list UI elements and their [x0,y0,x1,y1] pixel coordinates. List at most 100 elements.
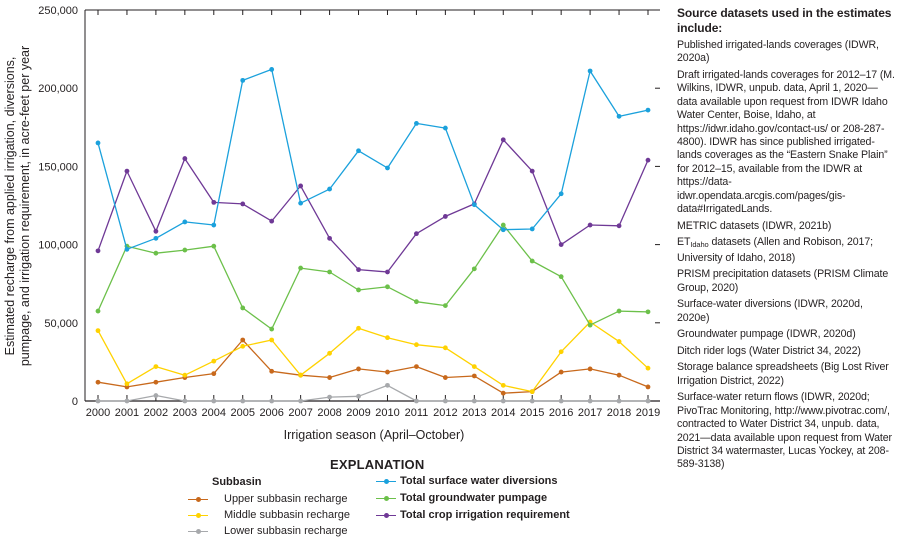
data-point [529,389,535,395]
data-point [385,369,390,375]
y-tick-label: 100,000 [38,240,78,252]
data-point [385,165,390,171]
y-tick-label: 200,000 [38,83,78,95]
legend-swatch [376,476,396,486]
legend-subheading: Subbasin [212,476,262,488]
legend-label: Total crop irrigation requirement [400,509,570,521]
data-point [124,398,130,404]
legend-item-middle-subbasin: Middle subbasin recharge [188,509,350,521]
legend-item-groundwater-pumpage: Total groundwater pumpage [376,492,547,504]
source-item: Groundwater pumpage (IDWR, 2020d) [677,328,856,341]
data-point [356,287,361,293]
data-point [414,342,419,348]
x-tick-label: 2005 [230,407,254,419]
series-line [98,384,648,402]
data-point [645,398,651,404]
data-point [500,390,506,396]
data-point [558,369,564,375]
data-point [385,335,390,341]
data-point [529,226,535,232]
data-point [500,222,506,228]
data-point [414,231,419,237]
data-point [356,267,361,273]
data-point [414,364,419,369]
source-item: Storage balance spreadsheets (Big Lost R… [677,361,889,387]
x-tick-label: 2007 [288,407,312,419]
source-item: Ditch rider logs (Water District 34, 202… [677,344,861,357]
source-item: ETIdaho datasets (Allen and Robison, 201… [677,236,897,265]
series-line [97,339,649,394]
data-point [211,398,217,404]
series-total-surface-water-diversions [95,67,651,252]
legend-item-lower-subbasin: Lower subbasin recharge [188,525,348,537]
x-tick-label: 2003 [173,407,197,419]
data-point [645,365,651,371]
data-point [616,372,622,378]
legend-swatch [376,493,396,503]
data-point [442,303,448,308]
data-point [385,284,390,290]
data-point [298,372,304,378]
data-point [500,137,506,143]
data-point [269,368,275,374]
data-point [298,183,304,189]
data-point [587,398,593,404]
line-chart: 2000 2001 2002 2003 2004 2005 2006 2007 2008 2009… [3,5,660,442]
data-point [385,382,390,388]
legend-swatch [376,510,396,520]
data-point [616,308,622,314]
sources-title: Source datasets used in the estimates in… [677,6,892,35]
legend-swatch [188,526,208,536]
data-point [442,214,448,219]
data-point [153,364,159,369]
data-point [269,67,275,72]
series-line [97,139,649,273]
data-point [558,242,564,248]
data-point [211,199,217,205]
data-point [240,201,246,207]
y-tick-label: 50,000 [44,318,78,330]
x-tick-label: 2008 [317,407,341,419]
data-point [211,358,217,364]
data-point [327,350,332,356]
sources-list: Published irrigated-lands coverages (IDW… [677,39,897,472]
et-description: datasets (Allen and Robison, 2017; Unive… [677,236,873,264]
x-tick-label: 2014 [491,407,515,419]
data-point [645,107,651,113]
source-item: Published irrigated-lands coverages (IDW… [677,39,879,65]
data-point [269,398,275,404]
data-point [587,68,593,74]
data-point [327,235,332,241]
data-point [182,219,188,225]
legend-title: EXPLANATION [330,457,425,472]
data-point [558,191,564,197]
data-point [500,398,506,404]
data-point [211,371,217,377]
data-point [587,322,593,328]
data-point [298,200,304,206]
data-point [95,308,101,314]
data-point [356,148,361,154]
data-point [153,228,159,234]
data-point [385,269,390,275]
x-tick-label: 2018 [607,407,631,419]
data-point [95,248,101,254]
legend-label: Middle subbasin recharge [224,509,350,521]
data-point [645,157,651,163]
series-middle-subbasin-recharge [95,319,651,395]
data-point [442,345,448,351]
x-tick-label: 2013 [462,407,486,419]
data-point [240,305,246,311]
data-point [240,398,246,404]
data-point [153,235,159,241]
data-point [269,337,275,343]
series-total-groundwater-pumpage [95,222,651,332]
data-point [153,379,159,385]
x-tick-label: 2001 [115,407,139,419]
legend-label: Lower subbasin recharge [224,525,348,537]
series-line [97,321,649,393]
x-tick-label: 2016 [549,407,573,419]
data-point [240,337,246,343]
data-point [414,120,419,126]
data-point [240,77,246,83]
